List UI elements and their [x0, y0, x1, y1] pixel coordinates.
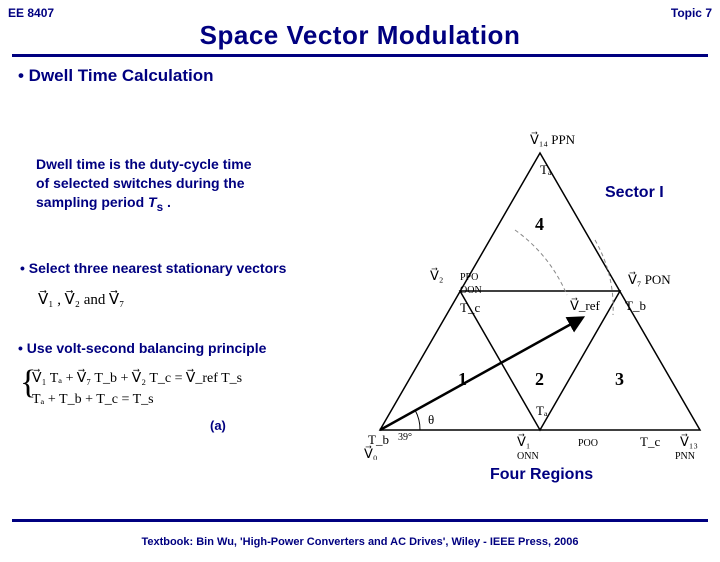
subfig-label: (a): [210, 418, 226, 433]
course-code: EE 8407: [8, 6, 54, 20]
region-1: 1: [458, 369, 467, 389]
topic-number: Topic 7: [671, 6, 712, 20]
tb-right: T_b: [625, 298, 646, 313]
region-4: 4: [535, 214, 544, 234]
vref-label: V⃗_ref: [570, 298, 600, 313]
tc-br: T_c: [640, 434, 660, 449]
equation-1: V⃗₁ Tₐ + V⃗₇ T_b + V⃗₂ T_c = V⃗_ref T_s: [32, 368, 242, 389]
v13-label: V⃗₁₃: [680, 434, 698, 449]
theta-arc: [415, 410, 420, 430]
v2-state2: OON: [460, 285, 482, 296]
four-regions-label: Four Regions: [490, 466, 593, 484]
v13-state: PNN: [675, 451, 695, 460]
v0-label: V⃗₀: [364, 446, 377, 460]
v14-label: V⃗₁₄ PPN: [530, 132, 576, 147]
page-title: Space Vector Modulation: [0, 20, 720, 51]
v1-label: V⃗₁: [517, 434, 530, 449]
dash-arc-1: [515, 230, 567, 295]
ta-bot: Tₐ: [536, 403, 548, 418]
v1-s-onn: ONN: [517, 451, 539, 460]
angle-label: 39°: [398, 432, 412, 443]
v2-label: V⃗₂: [430, 268, 443, 283]
region-3: 3: [615, 369, 624, 389]
vector-list: V⃗₁ , V⃗₂ and V⃗₇: [38, 290, 124, 309]
equation-2: Tₐ + T_b + T_c = T_s: [32, 389, 242, 410]
tc-left: T_c: [460, 300, 480, 315]
tb-bl: T_b: [368, 432, 389, 447]
v7-label: V⃗₇ PON: [628, 272, 671, 287]
footer-text: Textbook: Bin Wu, 'High-Power Converters…: [0, 536, 720, 548]
top-rule: [12, 54, 708, 57]
region-2: 2: [535, 369, 544, 389]
ta-top: Tₐ: [540, 162, 552, 177]
v1-s-poo: POO: [578, 438, 598, 449]
section-heading: • Dwell Time Calculation: [18, 66, 214, 86]
description: Dwell time is the duty-cycle time of sel…: [36, 155, 306, 215]
vref-vector: [380, 318, 582, 430]
equations: V⃗₁ Tₐ + V⃗₇ T_b + V⃗₂ T_c = V⃗_ref T_s …: [32, 368, 242, 410]
bullet-volt-second: • Use volt-second balancing principle: [18, 340, 266, 356]
bullet-nearest-vectors: • Select three nearest stationary vector…: [20, 260, 286, 276]
bottom-rule: [12, 519, 708, 522]
theta-label: θ: [428, 412, 434, 427]
v2-state1: PPO: [460, 272, 478, 283]
sector-diagram: 1 2 3 4 V⃗₁₄ PPN Tₐ V⃗₂ PPO OON T_c V⃗₇ …: [310, 100, 710, 460]
